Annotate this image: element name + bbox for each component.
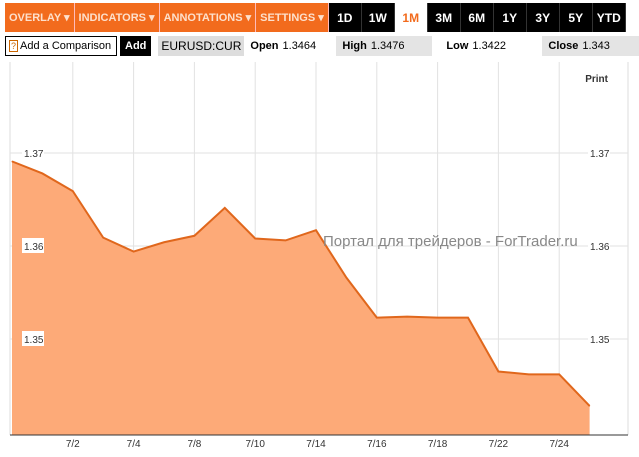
data-point bbox=[467, 317, 469, 319]
data-point bbox=[528, 373, 530, 375]
data-point bbox=[437, 317, 439, 319]
range-6m[interactable]: 6M bbox=[460, 3, 494, 32]
annotations-menu[interactable]: ANNOTATIONS ▾ bbox=[159, 3, 257, 32]
x-tick-label: 7/18 bbox=[428, 439, 448, 450]
x-tick-label: 7/10 bbox=[245, 439, 265, 450]
watermark: Портал для трейдеров - ForTrader.ru bbox=[323, 233, 578, 250]
data-point bbox=[315, 229, 317, 231]
range-3y[interactable]: 3Y bbox=[526, 3, 560, 32]
range-5y[interactable]: 5Y bbox=[559, 3, 593, 32]
data-point bbox=[285, 239, 287, 241]
range-1w[interactable]: 1W bbox=[361, 3, 395, 32]
range-1d[interactable]: 1D bbox=[328, 3, 362, 32]
y-label-bg bbox=[588, 238, 610, 253]
y-tick-label: 1.37 bbox=[24, 149, 44, 160]
data-point bbox=[41, 172, 43, 174]
price-line bbox=[11, 160, 591, 407]
data-point bbox=[11, 160, 13, 162]
x-tick-label: 7/2 bbox=[66, 439, 80, 450]
help-icon[interactable]: ? bbox=[9, 40, 19, 52]
y-label-bg bbox=[22, 145, 44, 160]
y-label-bg bbox=[588, 331, 610, 346]
data-point bbox=[72, 190, 74, 192]
x-tick-label: 7/16 bbox=[367, 439, 387, 450]
data-point bbox=[558, 373, 560, 375]
comparison-label: Add a Comparison bbox=[20, 40, 112, 52]
data-point bbox=[102, 237, 104, 239]
range-ytd[interactable]: YTD bbox=[592, 3, 626, 32]
data-point bbox=[406, 316, 408, 318]
info-bar: ? Add a Comparison Add EURUSD:CUR Open 1.3… bbox=[5, 36, 639, 56]
y-tick-label: 1.36 bbox=[24, 242, 44, 253]
y-tick-label: 1.36 bbox=[590, 242, 610, 253]
x-tick-label: 7/22 bbox=[489, 439, 509, 450]
x-tick-label: 7/8 bbox=[187, 439, 201, 450]
y-tick-label: 1.35 bbox=[590, 335, 610, 346]
data-point bbox=[345, 277, 347, 279]
x-tick-label: 7/4 bbox=[127, 439, 141, 450]
data-point bbox=[224, 207, 226, 209]
overlay-menu[interactable]: OVERLAY ▾ bbox=[5, 3, 75, 32]
low-stat: Low 1.3422 bbox=[446, 40, 507, 52]
high-stat: High 1.3476 bbox=[336, 36, 433, 56]
y-label-bg bbox=[588, 145, 610, 160]
open-stat: Open 1.3464 bbox=[250, 40, 317, 52]
y-tick-label: 1.35 bbox=[24, 335, 44, 346]
area-fill bbox=[12, 161, 590, 435]
indicators-menu[interactable]: INDICATORS ▾ bbox=[74, 3, 160, 32]
comparison-input[interactable]: ? Add a Comparison bbox=[5, 36, 117, 56]
data-point bbox=[163, 241, 165, 243]
range-1m[interactable]: 1M bbox=[394, 3, 428, 32]
y-tick-label: 1.37 bbox=[590, 149, 610, 160]
data-point bbox=[133, 251, 135, 253]
toolbar: OVERLAY ▾ INDICATORS ▾ ANNOTATIONS ▾ SET… bbox=[5, 3, 626, 32]
data-point bbox=[193, 235, 195, 237]
add-button[interactable]: Add bbox=[120, 36, 152, 56]
data-point bbox=[589, 405, 591, 407]
y-label-bg bbox=[22, 238, 44, 253]
x-tick-label: 7/14 bbox=[306, 439, 326, 450]
y-label-bg bbox=[22, 331, 44, 346]
data-point bbox=[497, 371, 499, 373]
data-point bbox=[376, 317, 378, 319]
range-3m[interactable]: 3M bbox=[427, 3, 461, 32]
close-stat: Close 1.343 bbox=[542, 36, 639, 56]
range-1y[interactable]: 1Y bbox=[493, 3, 527, 32]
print-button[interactable]: Print bbox=[585, 74, 608, 85]
x-tick-label: 7/24 bbox=[549, 439, 569, 450]
symbol: EURUSD:CUR bbox=[158, 36, 245, 56]
settings-menu[interactable]: SETTINGS ▾ bbox=[256, 3, 329, 32]
data-point bbox=[254, 238, 256, 240]
